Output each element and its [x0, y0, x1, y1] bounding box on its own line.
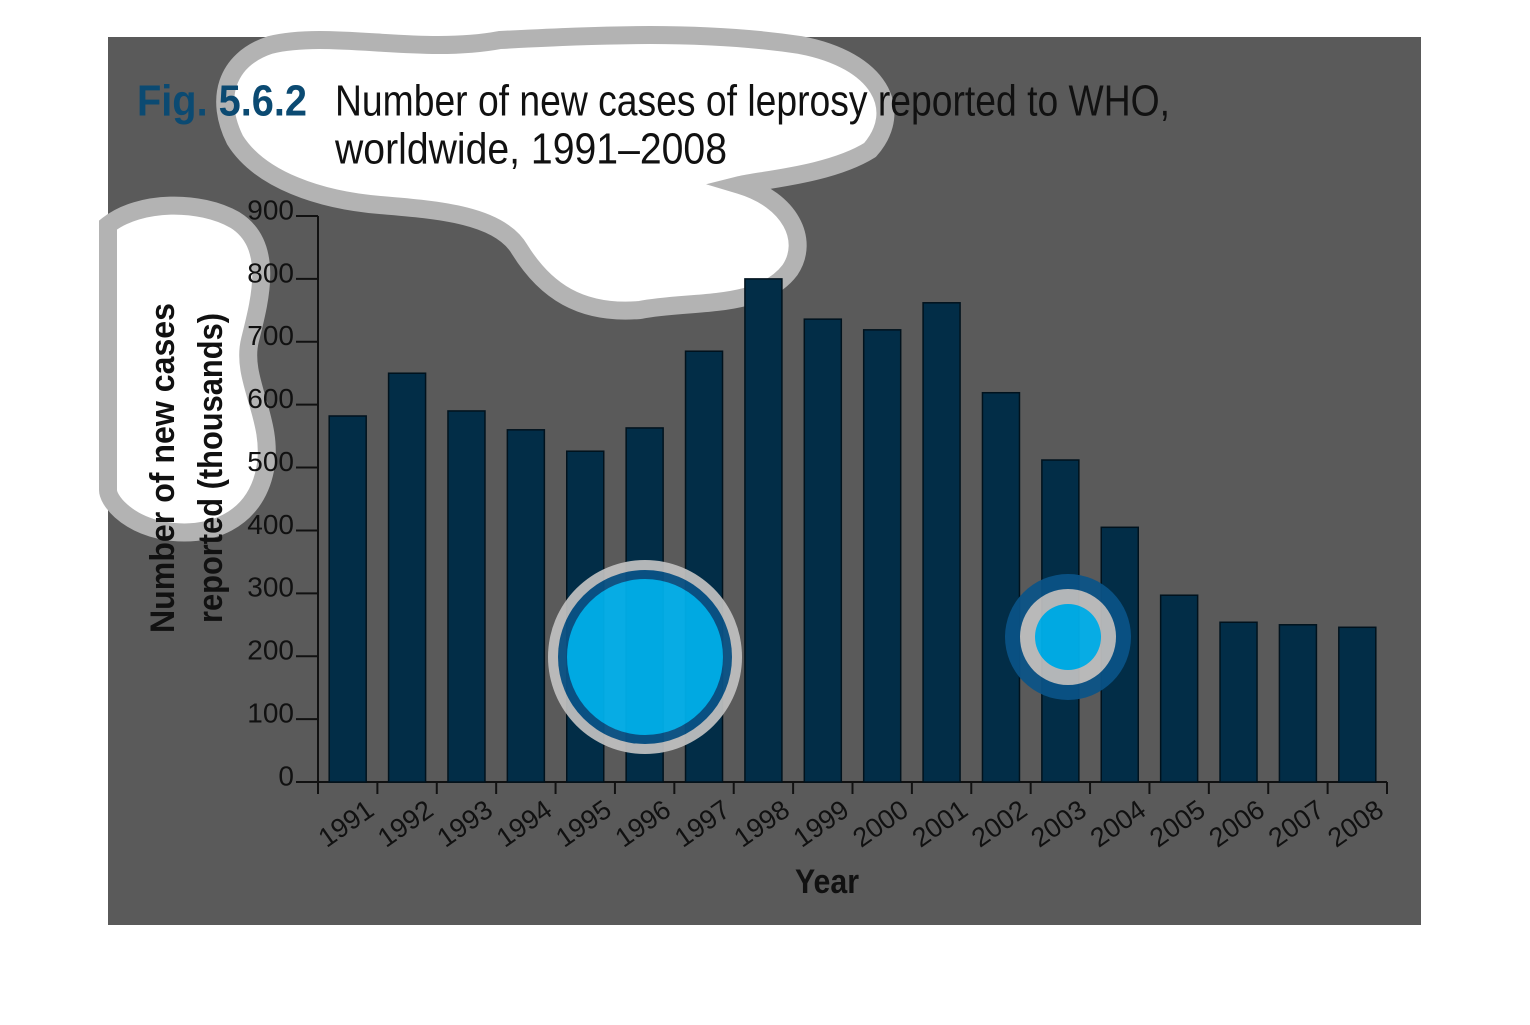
y-tick-label: 700 — [247, 320, 294, 351]
bar — [981, 391, 1021, 783]
y-tick-label: 600 — [247, 383, 294, 414]
bar — [328, 415, 367, 783]
bar — [1278, 624, 1318, 783]
chart-title: worldwide, 1991–2008 — [334, 125, 727, 174]
bar — [862, 329, 902, 783]
highlight-core — [1035, 604, 1101, 670]
figure-label: Fig. 5.6.2 — [137, 77, 307, 126]
bar — [922, 302, 961, 783]
y-tick-label: 800 — [247, 257, 294, 288]
y-tick-label: 200 — [247, 635, 294, 666]
y-axis-label: reported (thousands) — [192, 313, 230, 623]
bar — [387, 372, 427, 783]
bar — [506, 429, 546, 783]
cloud — [99, 196, 276, 542]
y-tick-label: 900 — [247, 194, 294, 225]
highlight — [548, 560, 742, 754]
bar — [744, 278, 783, 783]
bar — [1159, 594, 1199, 783]
y-tick-label: 500 — [247, 446, 294, 477]
y-tick-label: 0 — [278, 760, 294, 791]
y-axis-label: Number of new cases — [144, 303, 182, 633]
x-axis-label: Year — [795, 863, 859, 901]
highlight — [1005, 574, 1131, 700]
cloud — [216, 26, 895, 320]
bar — [1219, 621, 1258, 783]
y-tick-label: 400 — [247, 509, 294, 540]
chart-title: Number of new cases of leprosy reported … — [335, 77, 1170, 126]
bar — [803, 318, 843, 783]
highlight-core — [567, 579, 723, 735]
y-tick-label: 300 — [247, 572, 294, 603]
y-tick-label: 100 — [247, 698, 294, 729]
bar — [447, 410, 486, 783]
bar — [1338, 626, 1377, 783]
